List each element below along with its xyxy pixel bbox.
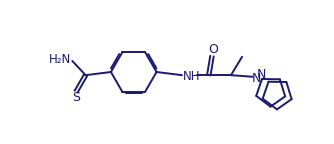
Text: S: S <box>72 91 80 105</box>
Text: N: N <box>257 68 266 81</box>
Text: H₂N: H₂N <box>49 53 71 66</box>
Text: NH: NH <box>183 70 200 83</box>
Text: O: O <box>209 43 218 56</box>
Text: N: N <box>252 72 261 85</box>
